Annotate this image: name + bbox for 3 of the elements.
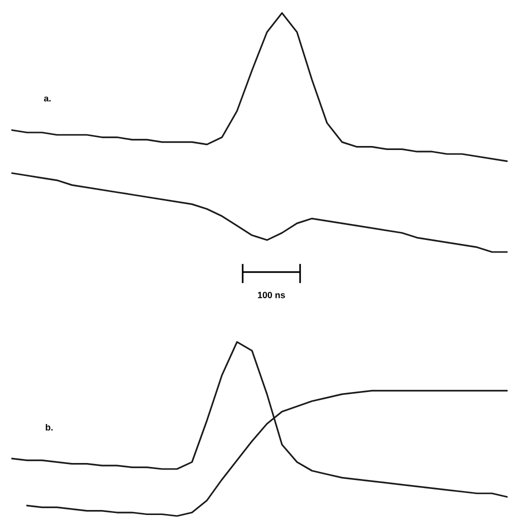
text: a. xyxy=(44,96,51,102)
text: 100 ns xyxy=(258,292,285,298)
text: b. xyxy=(46,424,53,431)
